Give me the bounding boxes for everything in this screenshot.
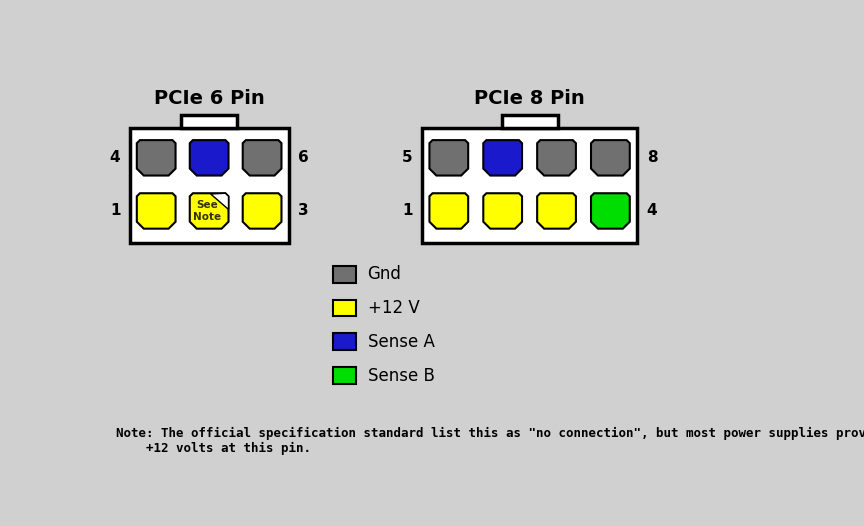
Polygon shape [211,193,228,209]
Bar [181,116,237,128]
Text: Note: The official specification standard list this as "no connection", but most: Note: The official specification standar… [116,427,864,455]
Polygon shape [483,193,522,229]
Polygon shape [137,193,175,229]
Text: Gnd: Gnd [367,265,402,283]
Text: 6: 6 [298,150,308,165]
Text: 3: 3 [298,204,308,218]
Text: 1: 1 [402,204,413,218]
Polygon shape [591,193,630,229]
Bar [333,333,356,350]
Polygon shape [190,140,228,176]
Polygon shape [243,140,282,176]
Polygon shape [429,193,468,229]
Text: Sense B: Sense B [367,367,435,385]
Bar [333,367,356,384]
Polygon shape [537,140,576,176]
Text: PCIe 8 Pin: PCIe 8 Pin [474,89,585,108]
Bar [130,128,289,244]
Text: PCIe 6 Pin: PCIe 6 Pin [154,89,264,108]
Polygon shape [429,140,468,176]
Polygon shape [243,193,282,229]
Text: 8: 8 [646,150,658,165]
Bar [333,266,356,282]
Bar [422,128,638,244]
Polygon shape [537,193,576,229]
Text: See
Note: See Note [193,200,221,222]
Polygon shape [591,140,630,176]
Bar [333,299,356,317]
Polygon shape [190,193,228,229]
Text: 4: 4 [646,204,658,218]
Polygon shape [483,140,522,176]
Text: +12 V: +12 V [367,299,419,317]
Text: 5: 5 [402,150,413,165]
Text: 1: 1 [110,204,120,218]
Bar [502,116,557,128]
Text: 4: 4 [110,150,120,165]
Text: Sense A: Sense A [367,333,435,351]
Polygon shape [137,140,175,176]
